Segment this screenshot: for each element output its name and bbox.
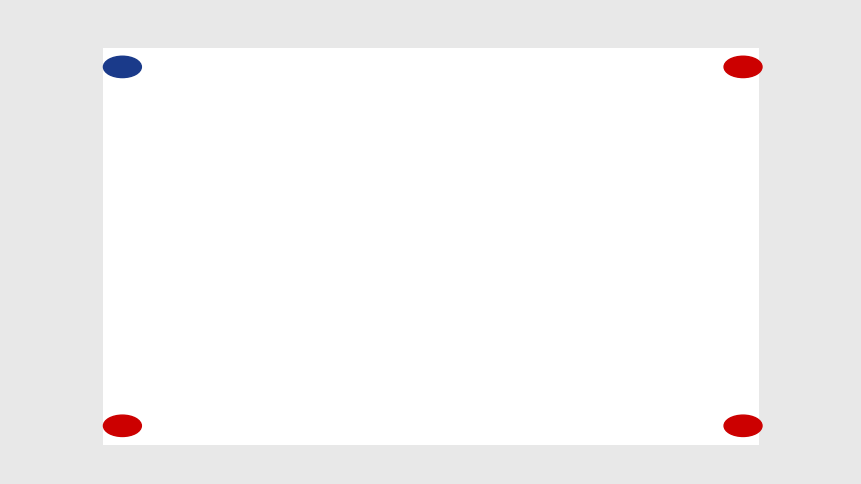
Text: Wage growth (WPI%): Wage growth (WPI%) <box>118 87 325 105</box>
Text: Prices (CPI%): Prices (CPI%) <box>118 307 249 325</box>
